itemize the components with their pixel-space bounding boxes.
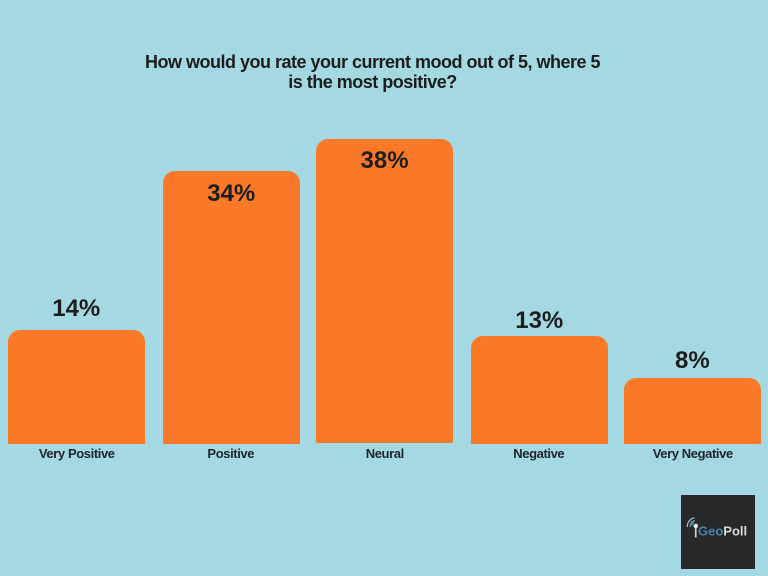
svg-text:GeoPoll: GeoPoll — [698, 524, 747, 539]
